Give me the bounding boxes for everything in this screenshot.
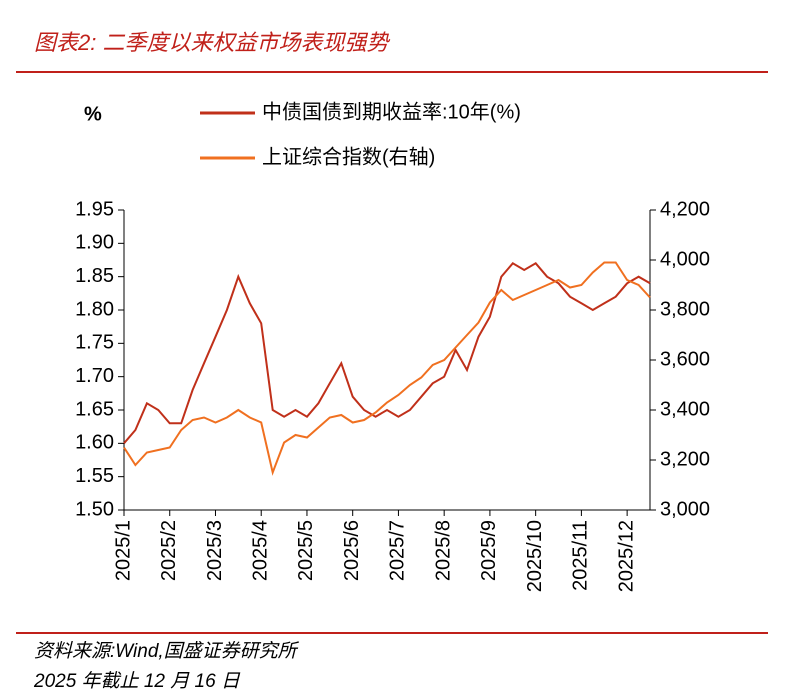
x-tick-label: 2025/2	[158, 520, 180, 581]
y-tick-label: 1.90	[75, 232, 114, 254]
chart-title: 图表2: 二季度以来权益市场表现强势	[34, 30, 390, 55]
y2-tick-label: 4,000	[660, 248, 710, 270]
x-tick-label: 2025/12	[615, 520, 637, 592]
y-tick-label: 1.95	[75, 198, 114, 220]
y2-tick-label: 3,000	[660, 498, 710, 520]
x-tick-label: 2025/4	[249, 520, 271, 581]
series-line	[123, 262, 651, 444]
x-tick-label: 2025/8	[432, 520, 454, 581]
y-tick-label: 1.60	[75, 432, 114, 454]
y-tick-label: 1.80	[75, 298, 114, 320]
source: 资料来源:Wind,国盛证券研究所	[34, 640, 300, 662]
legend-label: 上证综合指数(右轴)	[262, 145, 435, 168]
y-tick-label: 1.55	[75, 465, 114, 487]
y-tick-label: 1.65	[75, 398, 114, 420]
x-tick-label: 2025/9	[478, 520, 500, 581]
y2-tick-label: 3,400	[660, 398, 710, 420]
y-label: %	[84, 103, 102, 125]
y-tick-label: 1.70	[75, 365, 114, 387]
x-tick-label: 2025/3	[204, 520, 226, 581]
note: 2025 年截止 12 月 16 日	[33, 670, 241, 692]
y2-tick-label: 3,200	[660, 448, 710, 470]
x-tick-label: 2025/5	[295, 520, 317, 581]
x-tick-label: 2025/11	[570, 520, 592, 591]
x-tick-label: 2025/1	[112, 520, 134, 581]
y2-tick-label: 4,200	[660, 198, 710, 220]
y2-tick-label: 3,600	[660, 348, 710, 370]
legend-label: 中债国债到期收益率:10年(%)	[262, 100, 521, 123]
y-tick-label: 1.85	[75, 265, 114, 287]
y-tick-label: 1.75	[75, 332, 114, 354]
y-tick-label: 1.50	[75, 498, 114, 520]
series-line	[123, 261, 651, 476]
x-tick-label: 2025/7	[387, 520, 409, 581]
y2-tick-label: 3,800	[660, 298, 710, 320]
x-tick-label: 2025/6	[341, 520, 363, 581]
x-tick-label: 2025/10	[524, 520, 546, 592]
